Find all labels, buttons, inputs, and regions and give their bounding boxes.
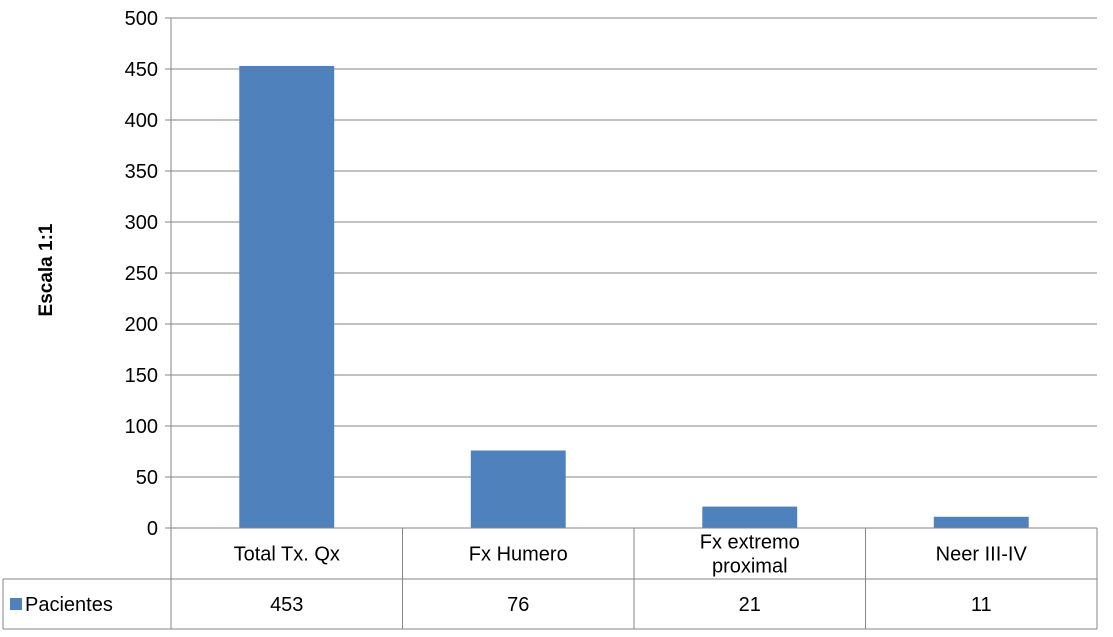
bar: [933, 516, 1029, 528]
category-label: Fx extremo: [700, 532, 800, 554]
y-tick-label: 450: [125, 59, 158, 81]
data-value-label: 76: [507, 594, 529, 616]
y-tick-label: 0: [147, 518, 158, 540]
y-tick-label: 100: [125, 416, 158, 438]
bar: [702, 506, 798, 528]
bars: [239, 65, 1029, 528]
category-label: Total Tx. Qx: [234, 544, 340, 566]
y-tick-label: 250: [125, 263, 158, 285]
y-axis-title: Escala 1:1: [36, 223, 57, 316]
y-tick-label: 350: [125, 161, 158, 183]
data-value-label: 21: [739, 594, 761, 616]
legend-swatch: [10, 598, 22, 610]
category-label: proximal: [712, 556, 788, 578]
bar: [470, 450, 566, 528]
category-label: Neer III-IV: [936, 544, 1028, 566]
y-tick-label: 500: [125, 8, 158, 30]
y-tick-labels: 0 50 100 150 200 250 300 350 400 450 500: [125, 8, 158, 540]
y-tick-label: 50: [136, 467, 158, 489]
axes: [165, 17, 172, 629]
bar: [239, 65, 335, 528]
y-tick-label: 300: [125, 212, 158, 234]
data-value-label: 11: [971, 594, 992, 616]
data-value-label: 453: [270, 594, 303, 616]
y-tick-label: 150: [125, 365, 158, 387]
legend-series-name: Pacientes: [25, 594, 113, 616]
category-label: Fx Humero: [469, 544, 568, 566]
y-tick-label: 200: [125, 314, 158, 336]
y-tick-label: 400: [125, 110, 158, 132]
